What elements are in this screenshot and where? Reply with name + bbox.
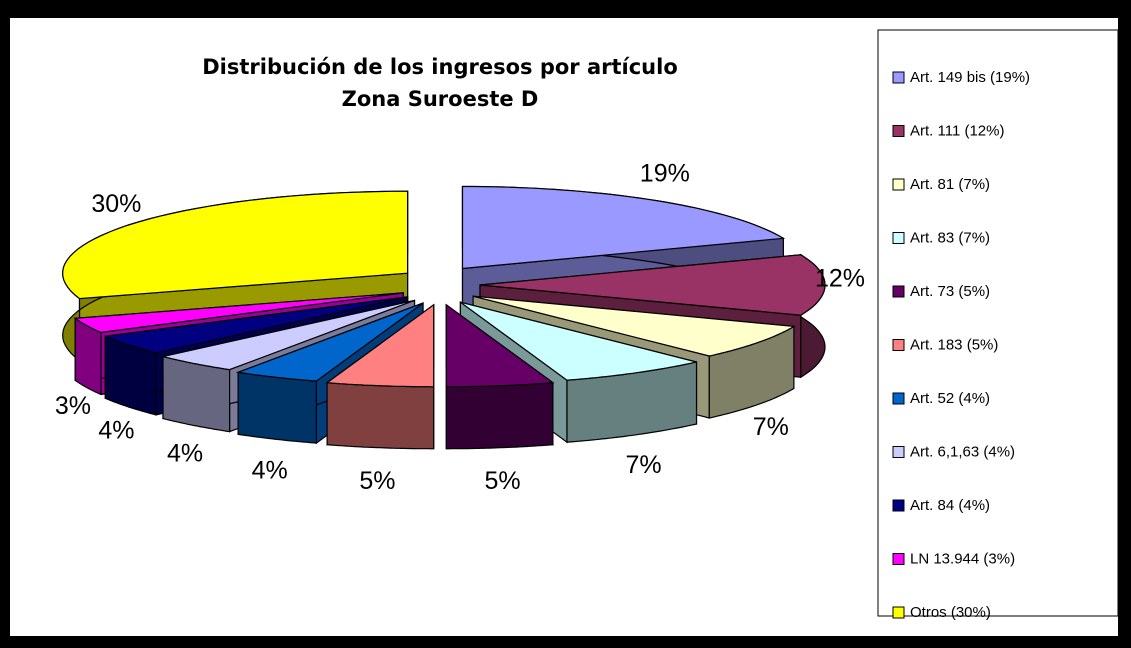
value-label: 5% [485,467,521,495]
legend-swatch [892,499,905,512]
slice-top [479,254,826,316]
pie [62,185,826,450]
legend-swatch [892,339,905,351]
value-label: 4% [167,439,203,467]
legend-label: Otros (30%) [910,604,991,621]
value-label: 7% [753,413,789,441]
slice-wall [237,371,317,444]
legend-box [877,29,1119,617]
value-label: 30% [91,190,141,218]
legend-label: Art. 73 (5%) [910,283,990,300]
value-label: 19% [640,160,690,188]
chart-title: Distribución de los ingresos por artícul… [202,55,678,79]
slice-wall [445,382,554,450]
slice [445,303,555,450]
chart-subtitle: Zona Suroeste D [342,87,539,111]
legend-label: Art. 52 (4%) [910,390,990,407]
value-label: 4% [98,416,134,444]
legend-swatch [892,606,905,619]
legend-label: Art. 81 (7%) [910,176,990,193]
legend-swatch [892,232,905,244]
legend-label: LN 13.944 (3%) [910,550,1015,567]
legend-label: Art. 84 (4%) [910,497,990,514]
slice-top [105,296,408,354]
legend-label: Art. 83 (7%) [910,229,990,246]
value-label: 12% [815,265,865,293]
legend-swatch [892,553,905,565]
slice-top [62,190,409,300]
slice [325,303,435,450]
value-label: 7% [626,451,662,479]
slice-top [325,303,435,388]
slice-top [461,185,786,270]
legend-label: Art. 111 (12%) [910,122,1004,139]
slice-wall [326,382,435,450]
slice-top [162,299,415,371]
legend-swatch [892,125,905,137]
slice-top [73,292,404,334]
slice-top [445,303,555,388]
legend-swatch [892,392,905,405]
legend-label: Art. 183 (5%) [910,336,998,353]
legend-swatch [892,178,905,191]
slice-top [472,295,796,357]
value-label: 5% [359,467,395,495]
value-label: 3% [55,392,91,420]
slice-top [460,301,697,381]
slice-top [235,302,424,382]
legend-swatch [892,285,905,298]
legend-label: Art. 6,1,63 (4%) [910,443,1015,460]
legend-label: Art. 149 bis (19%) [910,69,1030,86]
legend-swatch [892,71,905,84]
value-label: 4% [252,457,288,485]
legend-swatch [892,446,905,458]
